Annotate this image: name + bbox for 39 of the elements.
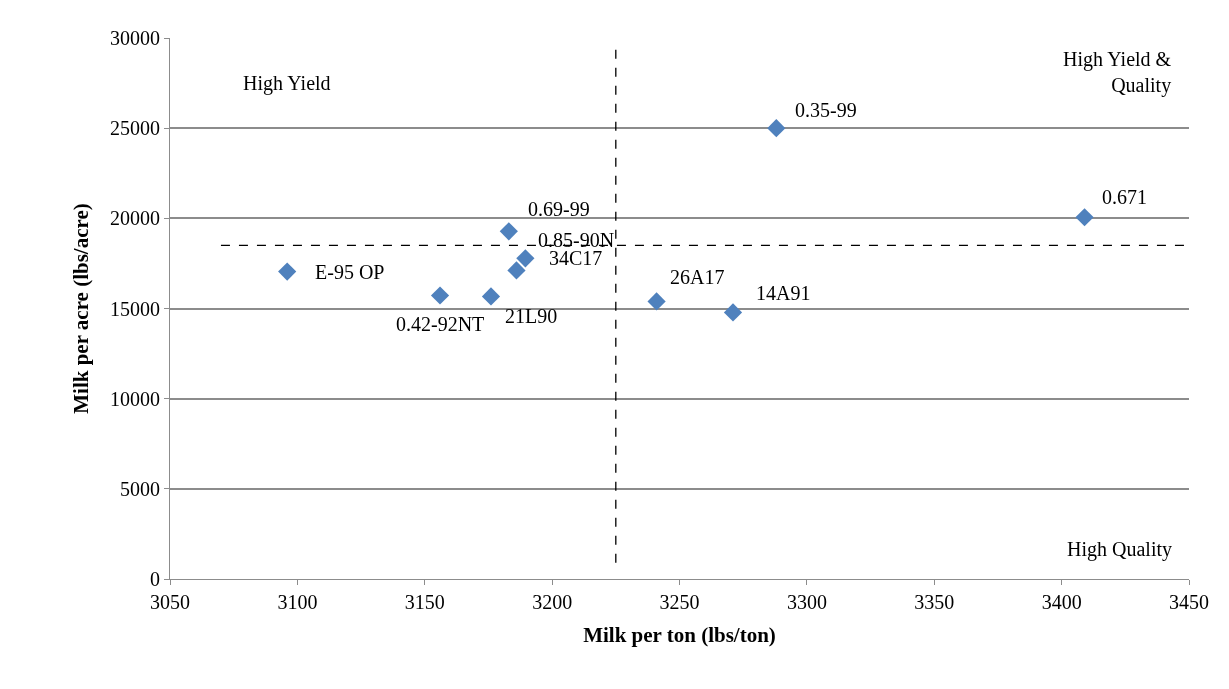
annotation: 0.671: [1102, 186, 1147, 208]
point: [767, 119, 786, 138]
point: [647, 292, 666, 311]
x-tick-label: 3450: [1169, 591, 1209, 613]
y-tick-label: 30000: [110, 27, 160, 49]
x-axis-title: Milk per ton (lbs/ton): [583, 623, 776, 648]
x-tick-label: 3250: [659, 591, 700, 613]
y-axis-title: Milk per acre (lbs/acre): [69, 203, 94, 414]
x-tick-label: 3350: [914, 591, 955, 613]
y-tick-label: 0: [150, 568, 160, 590]
annotation: 14A91: [756, 282, 811, 304]
x-tick-label: 3100: [277, 591, 318, 613]
point: [481, 287, 501, 306]
x-tick-label: 3200: [532, 591, 573, 613]
annotation: 26A17: [670, 266, 725, 288]
point: [516, 249, 535, 268]
x-tick-label: 3300: [786, 591, 827, 613]
annotation: 0.42-92NT: [396, 313, 485, 335]
point: [278, 262, 297, 281]
x-tick-label: 3150: [404, 591, 445, 613]
annotation: 0.35-99: [795, 99, 857, 121]
point: [430, 286, 450, 305]
y-tick-label: 15000: [110, 297, 160, 320]
point: [499, 222, 518, 241]
annotation: E-95 OP: [315, 261, 385, 283]
annotation: High Yield & Quality: [1063, 48, 1172, 97]
annotation: 21L90: [505, 305, 558, 327]
annotation: High Yield: [243, 72, 331, 95]
x-tick-label: 3050: [150, 591, 190, 613]
point: [723, 303, 743, 322]
annotation: High Quality: [1067, 538, 1172, 561]
y-tick-label: 25000: [110, 117, 160, 140]
y-tick-label: 5000: [120, 477, 160, 500]
point: [1075, 208, 1094, 227]
point: [507, 261, 526, 280]
annotation: 0.69-99: [528, 198, 590, 220]
y-tick-label: 10000: [110, 387, 160, 410]
y-tick-label: 20000: [110, 207, 160, 230]
x-tick-label: 3400: [1041, 591, 1082, 613]
